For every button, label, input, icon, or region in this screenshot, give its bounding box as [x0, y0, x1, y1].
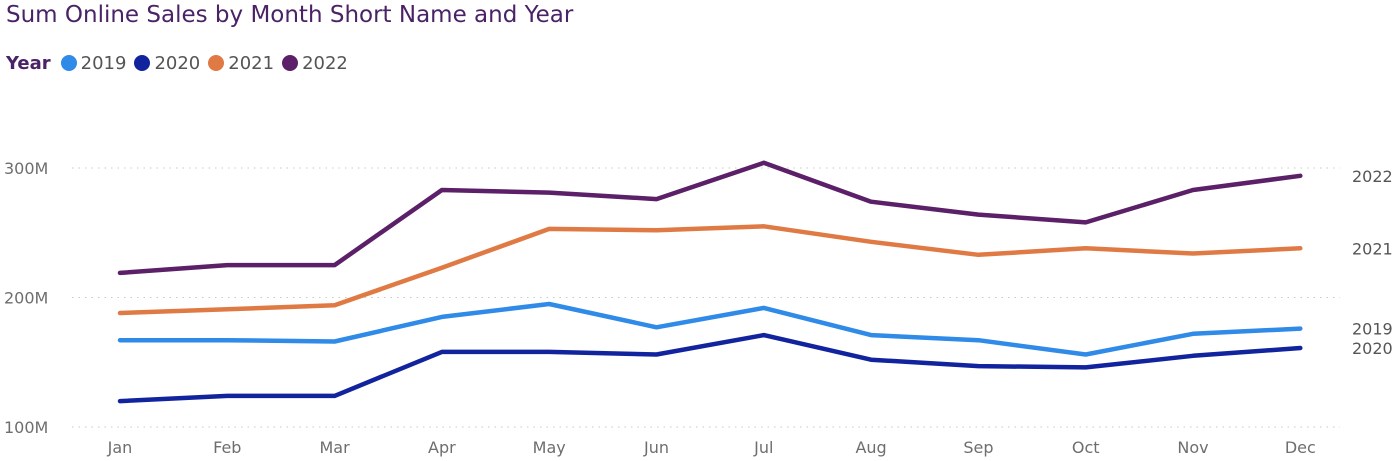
x-tick-label: May [533, 438, 566, 457]
legend-title: Year [6, 52, 51, 74]
x-tick-label: Oct [1072, 438, 1100, 457]
x-tick-label: Jan [107, 438, 133, 457]
legend-label-2019: 2019 [80, 52, 127, 74]
y-tick-label: 300M [4, 159, 48, 178]
y-tick-label: 200M [4, 289, 48, 308]
series-end-label-2020: 2020 [1352, 339, 1393, 358]
legend-label-2022: 2022 [302, 52, 348, 74]
legend-marker-2021 [208, 55, 225, 71]
legend: Year 2019 2020 2021 2022 [6, 50, 356, 76]
x-tick-label: Dec [1285, 438, 1316, 457]
series-end-label-2019: 2019 [1352, 320, 1393, 339]
legend-marker-2019 [60, 55, 77, 71]
y-tick-label: 100M [4, 418, 48, 437]
x-tick-label: Apr [428, 438, 456, 457]
x-tick-label: Aug [855, 438, 886, 457]
legend-item-2022[interactable]: 2022 [282, 53, 348, 74]
chart-title: Sum Online Sales by Month Short Name and… [6, 2, 574, 28]
x-tick-label: Nov [1177, 438, 1208, 457]
legend-item-2020[interactable]: 2020 [134, 53, 200, 74]
x-tick-label: Feb [213, 438, 241, 457]
x-tick-label: Mar [320, 438, 351, 457]
x-tick-label: Jul [753, 438, 773, 457]
legend-item-2019[interactable]: 2019 [60, 52, 127, 74]
series-end-label-2021: 2021 [1352, 239, 1393, 258]
series-line-2020[interactable] [117, 332, 1303, 404]
series-end-label-2022: 2022 [1352, 167, 1393, 186]
x-tick-label: Jun [643, 438, 669, 457]
x-tick-label: Sep [963, 438, 993, 457]
legend-marker-2022 [282, 55, 299, 71]
series-line-2022[interactable] [117, 160, 1303, 276]
series-line-2019[interactable] [117, 301, 1303, 357]
legend-label-2020: 2020 [154, 52, 201, 74]
legend-marker-2020 [134, 55, 151, 71]
legend-label-2021: 2021 [228, 52, 275, 74]
series-line-2021[interactable] [117, 224, 1303, 316]
legend-item-2021[interactable]: 2021 [208, 53, 274, 74]
